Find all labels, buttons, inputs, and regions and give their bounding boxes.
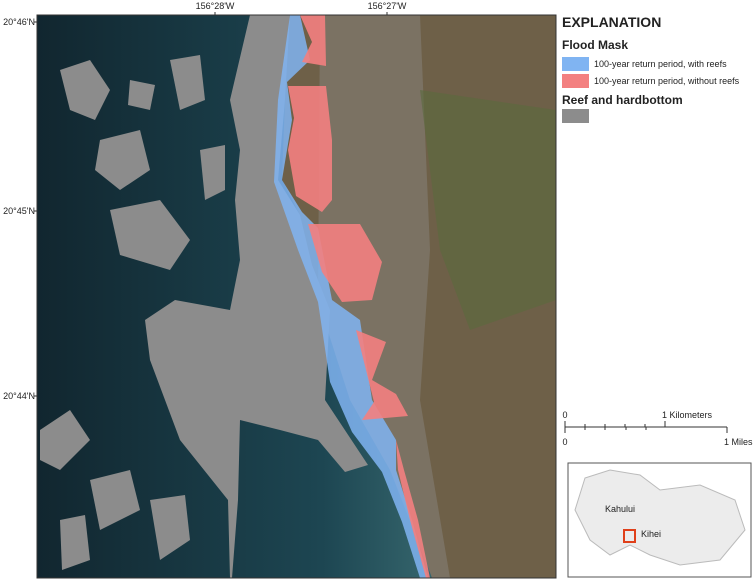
reef bbox=[60, 60, 110, 120]
legend-swatch bbox=[562, 74, 589, 88]
flood-area bbox=[308, 224, 382, 302]
flood-area bbox=[356, 330, 408, 420]
latitude-label: 20°44'N bbox=[3, 391, 35, 401]
reef bbox=[40, 410, 90, 470]
legend-label: 100-year return period, with reefs bbox=[594, 59, 727, 69]
longitude-label: 156°28'W bbox=[196, 1, 235, 11]
vegetation bbox=[420, 90, 556, 330]
reef bbox=[60, 515, 90, 570]
legend-title: EXPLANATION bbox=[562, 14, 661, 30]
legend-swatch bbox=[562, 57, 589, 71]
legend-heading: Flood Mask bbox=[562, 38, 628, 52]
inset-label: Kahului bbox=[605, 504, 635, 514]
reef bbox=[110, 200, 190, 270]
flood-with-reefs bbox=[274, 15, 428, 578]
legend-label: 100-year return period, without reefs bbox=[594, 76, 740, 86]
reef bbox=[200, 145, 225, 200]
inset-map bbox=[567, 462, 752, 578]
scale-label: 1 Miles bbox=[724, 437, 753, 447]
urban-area bbox=[318, 15, 450, 578]
longitude-label: 156°27'W bbox=[368, 1, 407, 11]
reef bbox=[150, 495, 190, 560]
scale-label: 1 Kilometers bbox=[662, 410, 713, 420]
reef bbox=[128, 80, 155, 110]
flood-area bbox=[274, 15, 428, 578]
legend-heading: Reef and hardbottom bbox=[562, 93, 683, 107]
graticule-ticks bbox=[34, 12, 388, 397]
reef-layer bbox=[40, 15, 368, 578]
flood-area bbox=[288, 86, 332, 212]
scale-label: 0 bbox=[562, 410, 567, 420]
legend-swatch bbox=[562, 109, 589, 123]
flood-area bbox=[396, 440, 430, 578]
flood-area bbox=[300, 15, 326, 66]
scale-label: 0 bbox=[562, 437, 567, 447]
map-border bbox=[36, 14, 557, 579]
reef bbox=[145, 15, 368, 578]
latitude-label: 20°46'N bbox=[3, 17, 35, 27]
scale-bar bbox=[564, 421, 728, 433]
inset-label: Kihei bbox=[641, 529, 661, 539]
map-frame bbox=[37, 15, 556, 578]
reef bbox=[90, 470, 140, 530]
flood-without-reefs bbox=[288, 15, 430, 578]
reef bbox=[95, 130, 150, 190]
reef bbox=[170, 55, 205, 110]
latitude-label: 20°45'N bbox=[3, 206, 35, 216]
